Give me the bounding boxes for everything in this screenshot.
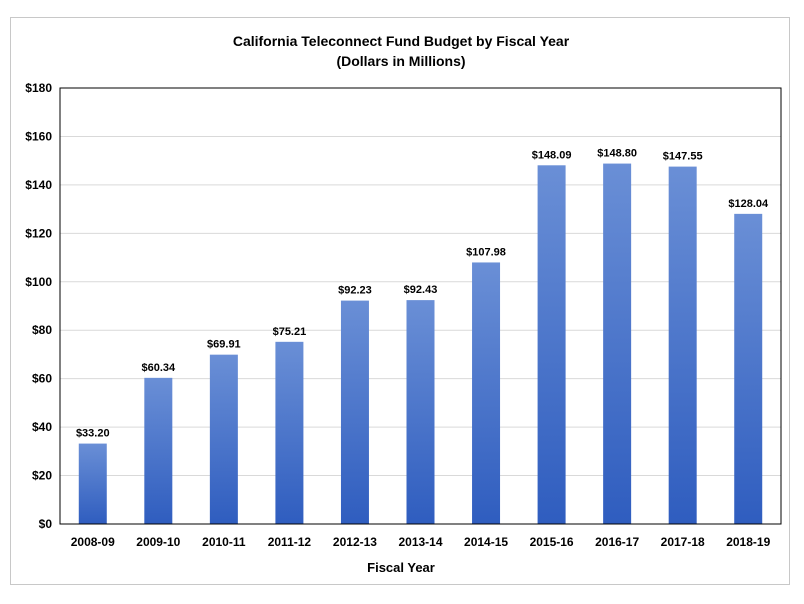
y-tick-label: $120 [25,226,52,240]
bar-2015-16 [537,165,566,525]
data-label-2014-15: $107.98 [466,246,506,258]
chart-frame: California Teleconnect Fund Budget by Fi… [10,17,790,585]
bar-2008-09 [78,443,107,524]
chart-subtitle: (Dollars in Millions) [336,53,465,69]
y-tick-label: $60 [32,372,52,386]
x-tick-label: 2008-09 [71,535,115,549]
data-label-2016-17: $148.80 [597,148,637,160]
y-tick-label: $20 [32,469,52,483]
y-tick-label: $180 [25,81,52,95]
x-tick-label: 2012-13 [333,535,377,549]
y-tick-label: $80 [32,323,52,337]
x-tick-label: 2016-17 [595,535,639,549]
x-tick-label: 2015-16 [530,535,574,549]
x-tick-label: 2013-14 [398,535,442,549]
bar-2012-13 [340,300,369,524]
x-axis-ticks: 2008-09 2009-10 2010-11 2011-12 2012-13 2013-… [71,535,771,549]
y-tick-label: $140 [25,178,52,192]
y-tick-label: $40 [32,420,52,434]
y-tick-label: $100 [25,275,52,289]
bar-2013-14 [406,300,435,524]
y-axis-ticks: $0 $20 $40 $60 $80 $100 $120 $140 $160 $180 [25,81,52,531]
data-label-2010-11: $69.91 [207,339,241,351]
data-labels: $33.20 $60.34 $69.91 $75.21 $92.23 $92.43 $107… [76,148,769,440]
x-axis-title: Fiscal Year [367,560,435,575]
x-tick-label: 2010-11 [202,535,246,549]
y-tick-label: $160 [25,129,52,143]
data-label-2017-18: $147.55 [663,151,703,163]
data-label-2015-16: $148.09 [532,149,572,161]
bar-2017-18 [668,166,697,524]
data-label-2018-19: $128.04 [728,198,769,210]
x-tick-label: 2009-10 [136,535,180,549]
bar-2018-19 [734,213,763,524]
chart-svg: California Teleconnect Fund Budget by Fi… [25,33,782,575]
bar-2014-15 [472,262,501,524]
plot-area-border [59,87,782,525]
data-label-2008-09: $33.20 [76,428,110,440]
bar-2009-10 [144,377,173,524]
x-tick-label: 2017-18 [661,535,705,549]
y-tick-label: $0 [39,517,53,531]
data-label-2011-12: $75.21 [273,326,307,338]
chart-title: California Teleconnect Fund Budget by Fi… [233,33,570,49]
x-tick-label: 2018-19 [726,535,770,549]
bar-2011-12 [275,341,304,524]
data-label-2012-13: $92.23 [338,285,372,297]
bar-2016-17 [603,163,632,524]
bars [78,163,763,525]
x-tick-label: 2011-12 [268,535,312,549]
bar-2010-11 [209,354,238,524]
data-label-2013-14: $92.43 [404,284,438,296]
data-label-2009-10: $60.34 [141,362,176,374]
x-tick-label: 2014-15 [464,535,508,549]
